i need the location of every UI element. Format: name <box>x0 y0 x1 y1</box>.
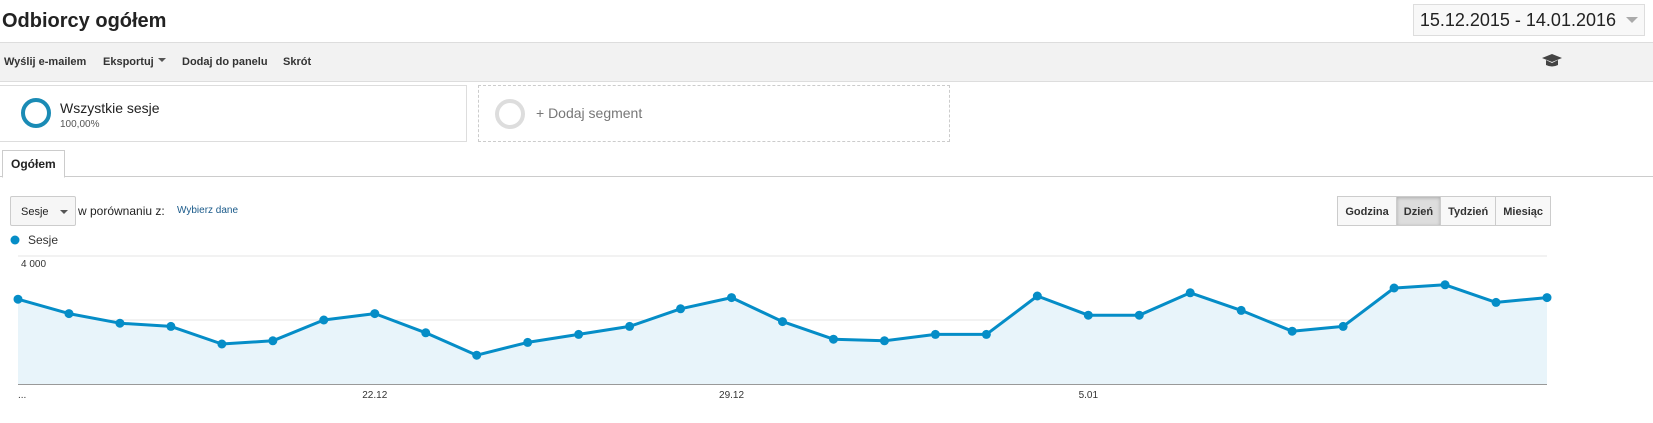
tab-line <box>0 176 1653 177</box>
help-icon[interactable] <box>1541 53 1563 69</box>
point <box>879 336 889 346</box>
point <box>370 309 380 319</box>
point <box>676 304 686 314</box>
area <box>18 284 1547 384</box>
point <box>115 318 125 328</box>
point <box>727 293 737 303</box>
point <box>574 329 584 339</box>
point <box>1389 283 1399 293</box>
point <box>625 321 635 331</box>
point <box>1287 326 1297 336</box>
point <box>1236 305 1246 315</box>
legend-dot <box>10 235 20 245</box>
period-button[interactable]: Godzina <box>1337 196 1397 226</box>
point <box>1032 291 1042 301</box>
segment-ring <box>21 98 51 128</box>
period-button[interactable]: Miesiąc <box>1495 196 1551 226</box>
toolbar: Wyślij e-mailem Eksportuj Dodaj do panel… <box>0 42 1653 82</box>
x-tick-label: ... <box>18 390 26 401</box>
point <box>523 337 533 347</box>
x-tick-label: 22.12 <box>362 390 387 401</box>
add-segment-label: + Dodaj segment <box>536 105 643 121</box>
tab[interactable]: Ogółem <box>2 150 65 178</box>
point <box>1134 310 1144 320</box>
point <box>1440 280 1450 290</box>
metric-label: Sesje <box>21 206 49 218</box>
point <box>1083 310 1093 320</box>
point <box>13 294 23 304</box>
segment-ring <box>495 99 525 129</box>
toolbar-item[interactable]: Wyślij e-mailem <box>4 56 87 68</box>
toolbar-item[interactable]: Dodaj do panelu <box>182 56 268 68</box>
point <box>778 317 787 327</box>
add-segment[interactable]: + Dodaj segment <box>478 85 950 142</box>
point <box>472 350 482 360</box>
point <box>268 336 278 346</box>
segment-name: Wszystkie sesje <box>60 100 160 116</box>
y-tick-label: 4 000 <box>21 259 46 270</box>
toolbar-label: Eksportuj <box>103 56 154 68</box>
point <box>981 329 991 339</box>
point <box>217 339 227 349</box>
compare-label: w porównaniu z: <box>78 204 165 218</box>
x-tick-label: 29.12 <box>719 390 744 401</box>
point <box>1338 321 1348 331</box>
point <box>64 309 74 319</box>
date-range[interactable]: 15.12.2015 - 14.01.2016 <box>1412 4 1645 36</box>
page-title: Odbiorcy ogółem <box>2 10 167 32</box>
compare-link[interactable]: Wybierz dane <box>177 205 239 216</box>
point <box>1491 297 1501 307</box>
point <box>1542 293 1552 303</box>
segment-share: 100,00% <box>60 119 100 130</box>
point <box>930 329 940 339</box>
x-tick-label: 5.01 <box>1079 390 1099 401</box>
segment-card[interactable]: Wszystkie sesje 100,00% <box>0 85 467 142</box>
period-buttons: Godzina Dzień Tydzień Miesiąc <box>1337 196 1551 226</box>
point <box>166 321 176 331</box>
toolbar-item[interactable]: Eksportuj <box>103 56 166 68</box>
point <box>828 334 838 344</box>
period-button[interactable]: Dzień <box>1395 196 1442 226</box>
metric-select[interactable]: Sesje <box>10 196 76 226</box>
legend-label: Sesje <box>28 233 58 247</box>
point <box>1185 288 1195 298</box>
point <box>421 328 431 338</box>
toolbar-item[interactable]: Skrót <box>283 56 312 68</box>
point <box>319 315 329 325</box>
period-button[interactable]: Tydzień <box>1440 196 1497 226</box>
